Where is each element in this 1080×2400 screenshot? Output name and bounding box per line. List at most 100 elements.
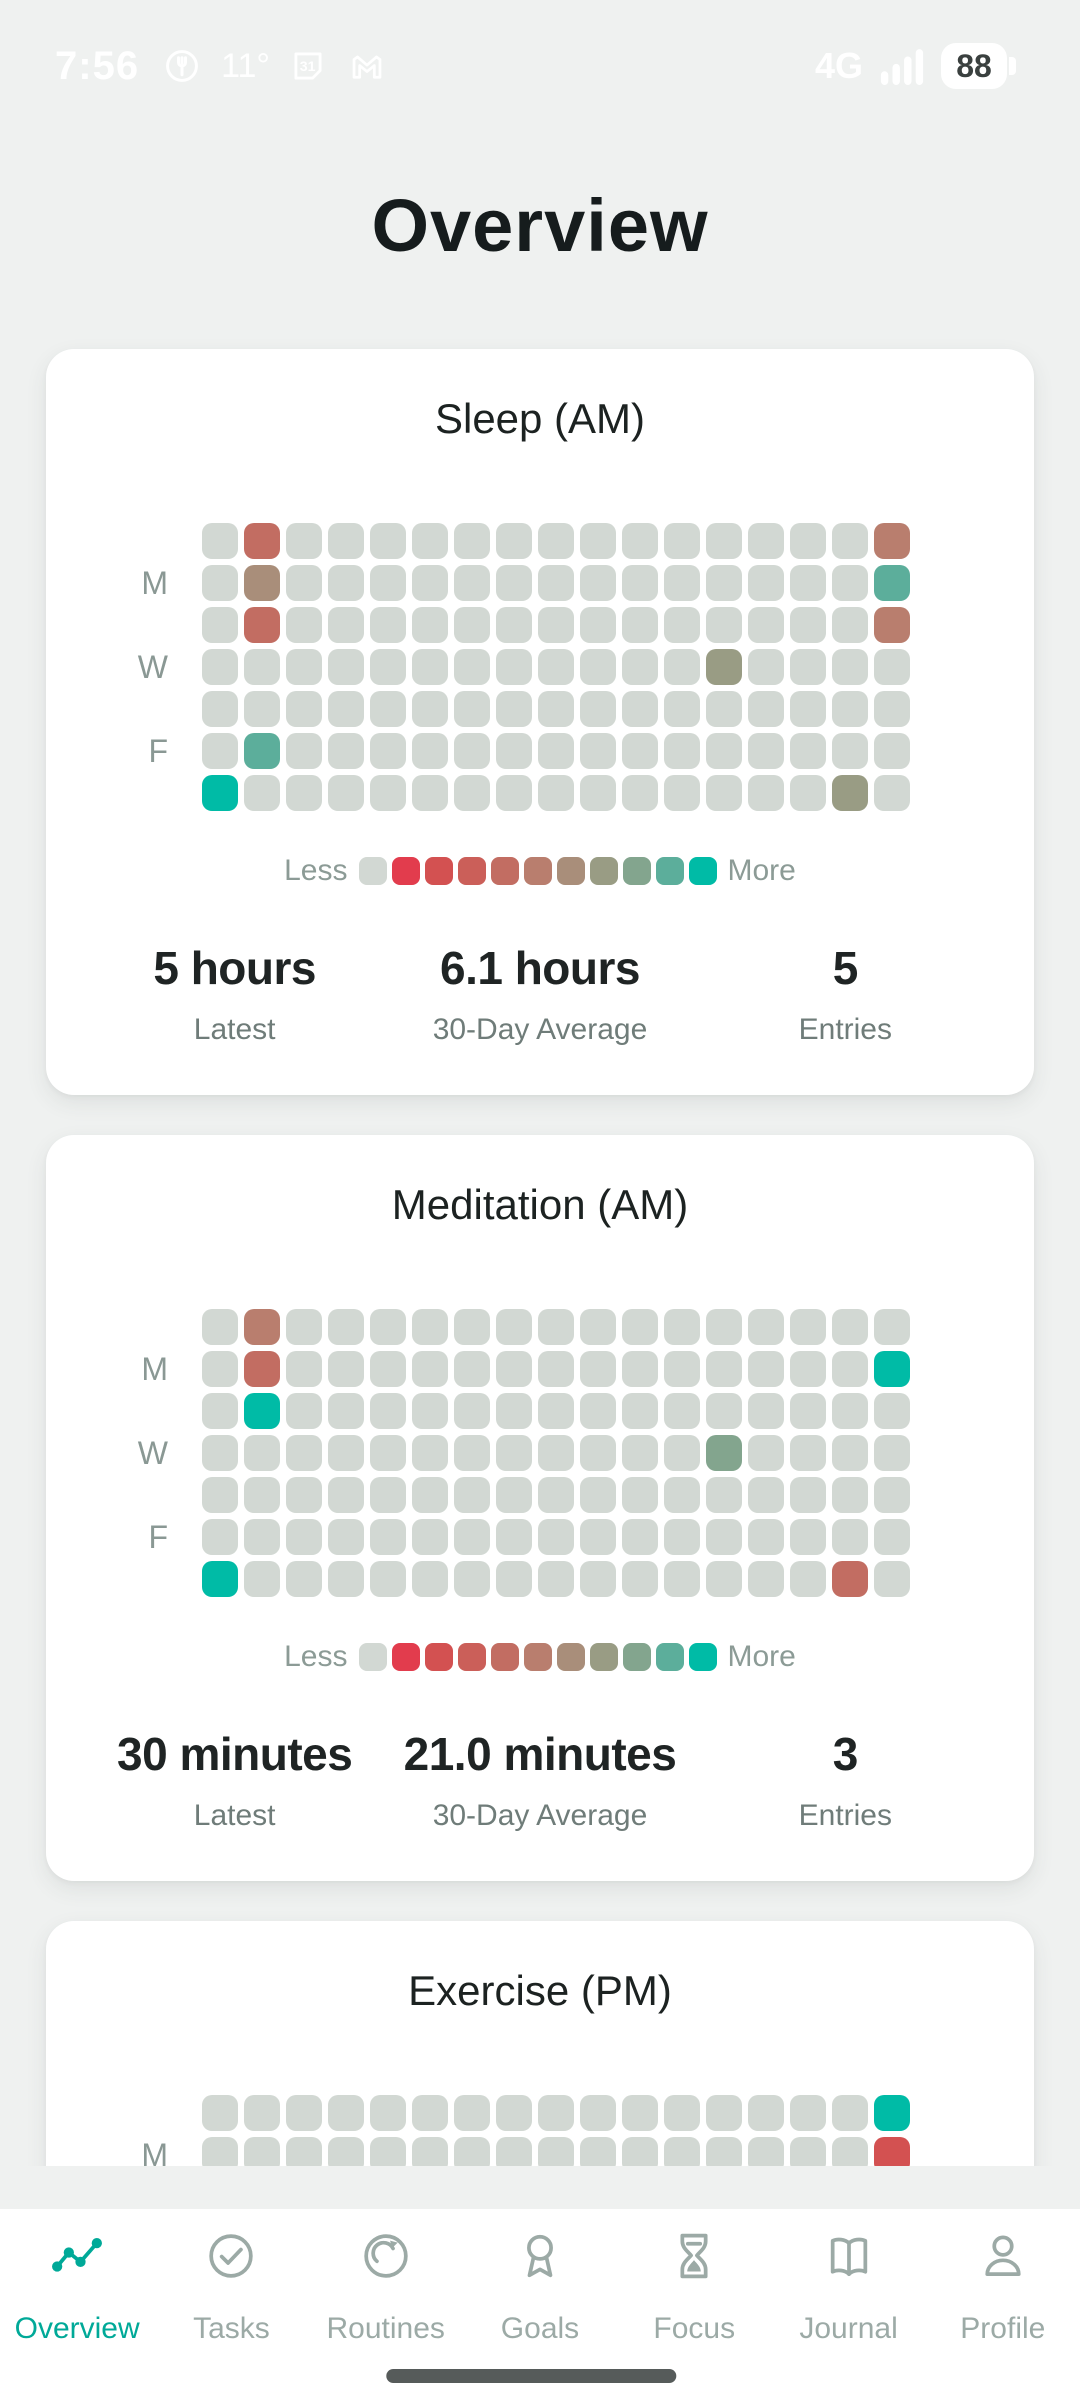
heatmap-cell [244, 649, 280, 685]
heatmap-cell [874, 775, 910, 811]
heatmap-cell [244, 1435, 280, 1471]
heatmap-cell [580, 1309, 616, 1345]
tracker-card[interactable]: Exercise (PM) MWF [46, 1921, 1034, 2166]
heatmap-cell [496, 1519, 532, 1555]
heatmap-cell [622, 2095, 658, 2131]
hourglass-icon [680, 2233, 708, 2279]
heatmap-cell [496, 2137, 532, 2166]
heatmap-cell [496, 1477, 532, 1513]
heatmap-cell [664, 1351, 700, 1387]
heatmap-cell [538, 775, 574, 811]
stat-value: 21.0 minutes [403, 1728, 677, 1780]
nav-label: Journal [799, 2312, 898, 2345]
home-indicator[interactable] [386, 2369, 677, 2383]
heatmap-cell [454, 649, 490, 685]
heatmap-cell [202, 1309, 238, 1345]
heatmap-cell [706, 1519, 742, 1555]
heatmap-cell [538, 691, 574, 727]
heatmap-cell [580, 1435, 616, 1471]
heatmap-cell [412, 1351, 448, 1387]
heatmap-cell [874, 1477, 910, 1513]
legend-swatch [424, 1643, 453, 1671]
heatmap-cell [790, 607, 826, 643]
heatmap-cell [874, 565, 910, 601]
legend-less-label: Less [284, 1640, 348, 1673]
heatmap-cell [370, 2137, 406, 2166]
legend-swatch [391, 1643, 420, 1671]
heatmap-cell [244, 1519, 280, 1555]
heatmap-legend: Less More [46, 854, 1034, 888]
heatmap-cell [706, 733, 742, 769]
heatmap-cell [622, 691, 658, 727]
heatmap-cell [244, 1351, 280, 1387]
heatmap-cell [748, 607, 784, 643]
nav-item-overview[interactable]: Overview [0, 2209, 154, 2400]
heatmap-cell [538, 1561, 574, 1597]
heatmap-cell [538, 607, 574, 643]
heatmap-day-labels: M W F [46, 523, 202, 811]
heatmap-cell [244, 2137, 280, 2166]
heatmap-cell [580, 649, 616, 685]
heatmap-cell [874, 649, 910, 685]
heatmap-cell [706, 649, 742, 685]
heatmap-cell [706, 1561, 742, 1597]
tracker-card[interactable]: Sleep (AM) M W F Less More 5 hours Latest 6.… [46, 349, 1034, 1095]
nav-label: Focus [653, 2312, 736, 2345]
heatmap-cell [328, 1393, 364, 1429]
heatmap-cell [412, 607, 448, 643]
heatmap-cell [748, 691, 784, 727]
heatmap-cell [496, 607, 532, 643]
gmail-icon [352, 55, 382, 79]
heatmap-cell [328, 733, 364, 769]
heatmap-cell [790, 691, 826, 727]
heatmap-cell [832, 649, 868, 685]
heatmap-cell [244, 691, 280, 727]
nav-item-goals[interactable]: Goals [463, 2209, 617, 2400]
nav-item-tasks[interactable]: Tasks [154, 2209, 308, 2400]
day-label [46, 1309, 202, 1345]
heatmap-cell [580, 733, 616, 769]
heatmap-grid [202, 1309, 910, 1597]
heatmap-cell [622, 1393, 658, 1429]
nav-item-journal[interactable]: Journal [771, 2209, 925, 2400]
heatmap-cell [286, 649, 322, 685]
tracker-card[interactable]: Meditation (AM) M W F Less More 30 minutes… [46, 1135, 1034, 1881]
heatmap-cell [328, 649, 364, 685]
heatmap-cell [832, 1561, 868, 1597]
heatmap-cell [622, 607, 658, 643]
heatmap-cell [622, 1435, 658, 1471]
battery-percent: 88 [941, 43, 1007, 89]
nav-item-profile[interactable]: Profile [926, 2209, 1080, 2400]
heatmap-cell [370, 523, 406, 559]
legend-swatch [556, 857, 585, 885]
heatmap-cell [286, 1519, 322, 1555]
legend-swatches [358, 857, 717, 885]
day-label [46, 523, 202, 559]
legend-swatch [655, 857, 684, 885]
heatmap-cell [244, 607, 280, 643]
heatmap-cell [832, 2095, 868, 2131]
nav-label: Profile [960, 2312, 1046, 2345]
heatmap-cell [454, 2095, 490, 2131]
heatmap-cell [286, 691, 322, 727]
nav-item-focus[interactable]: Focus [617, 2209, 771, 2400]
stat-block: 5 hours Latest [82, 945, 387, 1045]
heatmap-cell [370, 1435, 406, 1471]
heatmap-cell [412, 1309, 448, 1345]
day-label [46, 2095, 202, 2131]
heatmap-cell [244, 1393, 280, 1429]
heatmap-cell [748, 733, 784, 769]
legend-swatches [358, 1643, 717, 1671]
legend-swatch [490, 857, 519, 885]
heatmap-cell [832, 523, 868, 559]
scroll-content[interactable]: 7:56 11° 31 4G 88 [0, 0, 1080, 2166]
heatmap-cell [328, 691, 364, 727]
battery-nub [1009, 57, 1016, 75]
heatmap-cell [286, 1435, 322, 1471]
heatmap-cell [538, 565, 574, 601]
battery-indicator: 88 [941, 43, 1016, 89]
heatmap-cell [454, 523, 490, 559]
heatmap-cell [664, 1393, 700, 1429]
nav-item-routines[interactable]: Routines [309, 2209, 463, 2400]
heatmap-cell [748, 1561, 784, 1597]
